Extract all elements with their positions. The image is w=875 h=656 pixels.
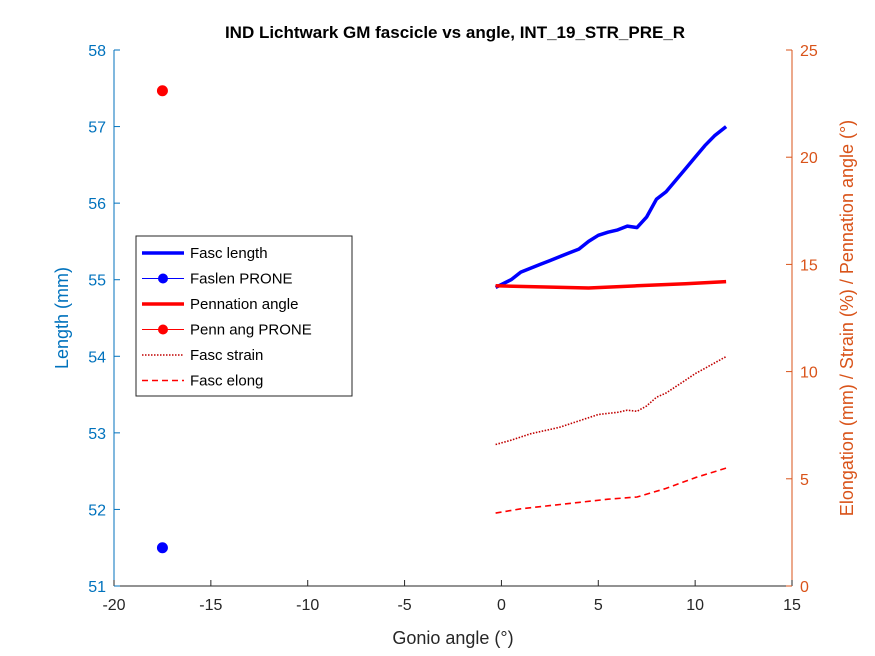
y-right-tick-label: 15: [800, 257, 818, 274]
series-line-fasc-elong: [495, 467, 727, 514]
x-tick-label: 15: [783, 597, 801, 614]
axes: -20 -15 -10 -5 0 5 10 15 51 52 53 54 55 56 57 58 0 5 10 15 2…: [88, 43, 818, 614]
legend: Fasc length Faslen PRONE Pennation angle Pe…: [135, 235, 353, 397]
legend-label-faslen-prone: Faslen PRONE: [190, 271, 293, 288]
legend-box: [135, 235, 353, 397]
x-axis-label: Gonio angle (°): [392, 628, 513, 648]
legend-label-pennation-angle: Pennation angle: [190, 296, 298, 313]
x-tick-label: 0: [497, 597, 506, 614]
x-tick-label: 10: [686, 597, 704, 614]
x-tick-label: 5: [594, 597, 603, 614]
y-right-tick-label: 10: [800, 365, 818, 382]
y-left-tick-label: 56: [88, 196, 106, 213]
series-line-fasc-length: [494, 125, 728, 289]
x-tick-label: -10: [296, 597, 319, 614]
y-right-tick-label: 5: [800, 472, 809, 489]
y-right-tick-label: 20: [800, 150, 818, 167]
y-right-tick-label: 25: [800, 43, 818, 60]
chart-title: IND Lichtwark GM fascicle vs angle, INT_…: [225, 23, 685, 42]
y-axis-left-label: Length (mm): [52, 267, 72, 369]
y-axis-right-label: Elongation (mm) / Strain (%) / Pennation…: [837, 120, 857, 516]
legend-marker-penn-ang-prone: [158, 324, 168, 335]
legend-label-fasc-strain: Fasc strain: [190, 347, 263, 364]
y-left-tick-label: 54: [88, 349, 106, 366]
y-left-tick-label: 57: [88, 120, 106, 137]
legend-label-penn-ang-prone: Penn ang PRONE: [190, 322, 312, 339]
x-tick-label: -5: [397, 597, 411, 614]
y-left-tick-label: 58: [88, 43, 106, 60]
y-left-tick-label: 52: [88, 502, 106, 519]
series-layer: [156, 85, 728, 554]
series-point-penn-ang-prone: [156, 85, 168, 97]
legend-marker-faslen-prone: [158, 273, 168, 284]
x-tick-label: -20: [102, 597, 125, 614]
y-left-tick-label: 53: [88, 426, 106, 443]
y-left-tick-label: 51: [88, 579, 106, 596]
series-point-faslen-prone: [156, 542, 168, 554]
legend-label-fasc-length: Fasc length: [190, 245, 268, 262]
x-tick-label: -15: [199, 597, 222, 614]
legend-label-fasc-elong: Fasc elong: [190, 373, 263, 390]
series-line-pennation-angle: [495, 279, 727, 290]
y-left-tick-label: 55: [88, 273, 106, 290]
y-right-tick-label: 0: [800, 579, 809, 596]
